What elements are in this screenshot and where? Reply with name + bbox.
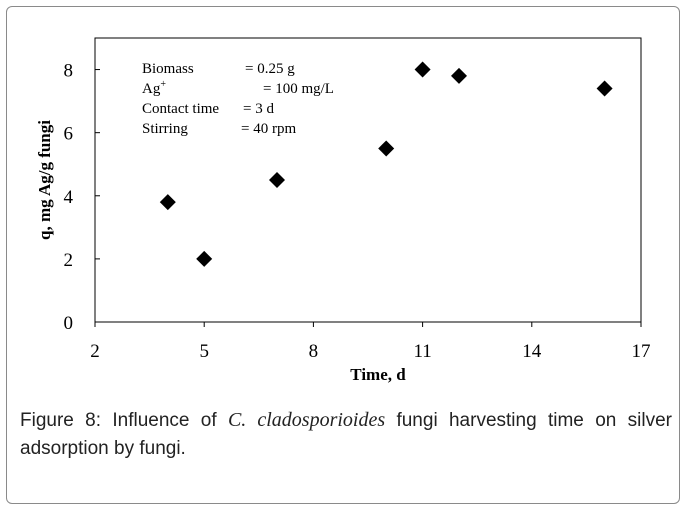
y-tick-label: 8: [64, 61, 74, 82]
x-tick-label: 2: [90, 341, 100, 362]
y-axis-ticks: 0 2 4 6 8: [64, 61, 100, 334]
data-point-marker: [378, 140, 395, 157]
x-tick-label: 5: [199, 341, 209, 362]
data-point-marker: [159, 194, 176, 211]
annotation-label: Stirring: [142, 121, 188, 137]
x-tick-label: 8: [309, 341, 319, 362]
x-tick-label: 11: [413, 341, 431, 362]
annotation-value: = 0.25 g: [245, 61, 295, 77]
x-tick-label: 14: [522, 341, 542, 362]
data-point-marker: [196, 250, 213, 267]
y-tick-label: 2: [64, 250, 74, 271]
annotation-label: Biomass: [142, 61, 194, 77]
caption-species: C. cladosporioides: [227, 409, 386, 431]
x-axis-ticks: 2 5 8 11 14 17: [90, 322, 651, 362]
data-points: [159, 61, 613, 267]
data-point-marker: [269, 172, 285, 188]
data-point-marker: [596, 80, 613, 97]
y-tick-label: 4: [64, 187, 74, 208]
data-point-marker: [414, 61, 431, 78]
data-point-marker: [451, 67, 467, 84]
annotation-label: Ag+: [142, 79, 166, 97]
x-axis-title: Time, d: [350, 365, 406, 384]
annotation-label: Contact time: [142, 101, 219, 117]
annotation-value: = 3 d: [243, 101, 274, 117]
figure-label: Figure 8:: [20, 410, 102, 431]
figure-caption: Figure 8: Influence of C. cladosporioide…: [20, 406, 672, 463]
y-tick-label: 6: [64, 124, 74, 145]
y-axis-title: q, mg Ag/g fungi: [35, 120, 54, 240]
plot-area: [94, 37, 642, 323]
caption-text-before: Influence of: [101, 410, 228, 431]
x-tick-label: 17: [632, 341, 651, 362]
annotation-value: = 40 rpm: [241, 121, 296, 137]
annotation-superscript: +: [160, 79, 166, 90]
y-tick-label: 0: [64, 313, 74, 334]
parameter-annotations: Biomass = 0.25 g Ag+ = 100 mg/L Contact time…: [142, 61, 334, 137]
annotation-value: = 100 mg/L: [263, 81, 334, 97]
caption-text-after: fungi harvesting time on silver adsorpti…: [20, 410, 672, 459]
